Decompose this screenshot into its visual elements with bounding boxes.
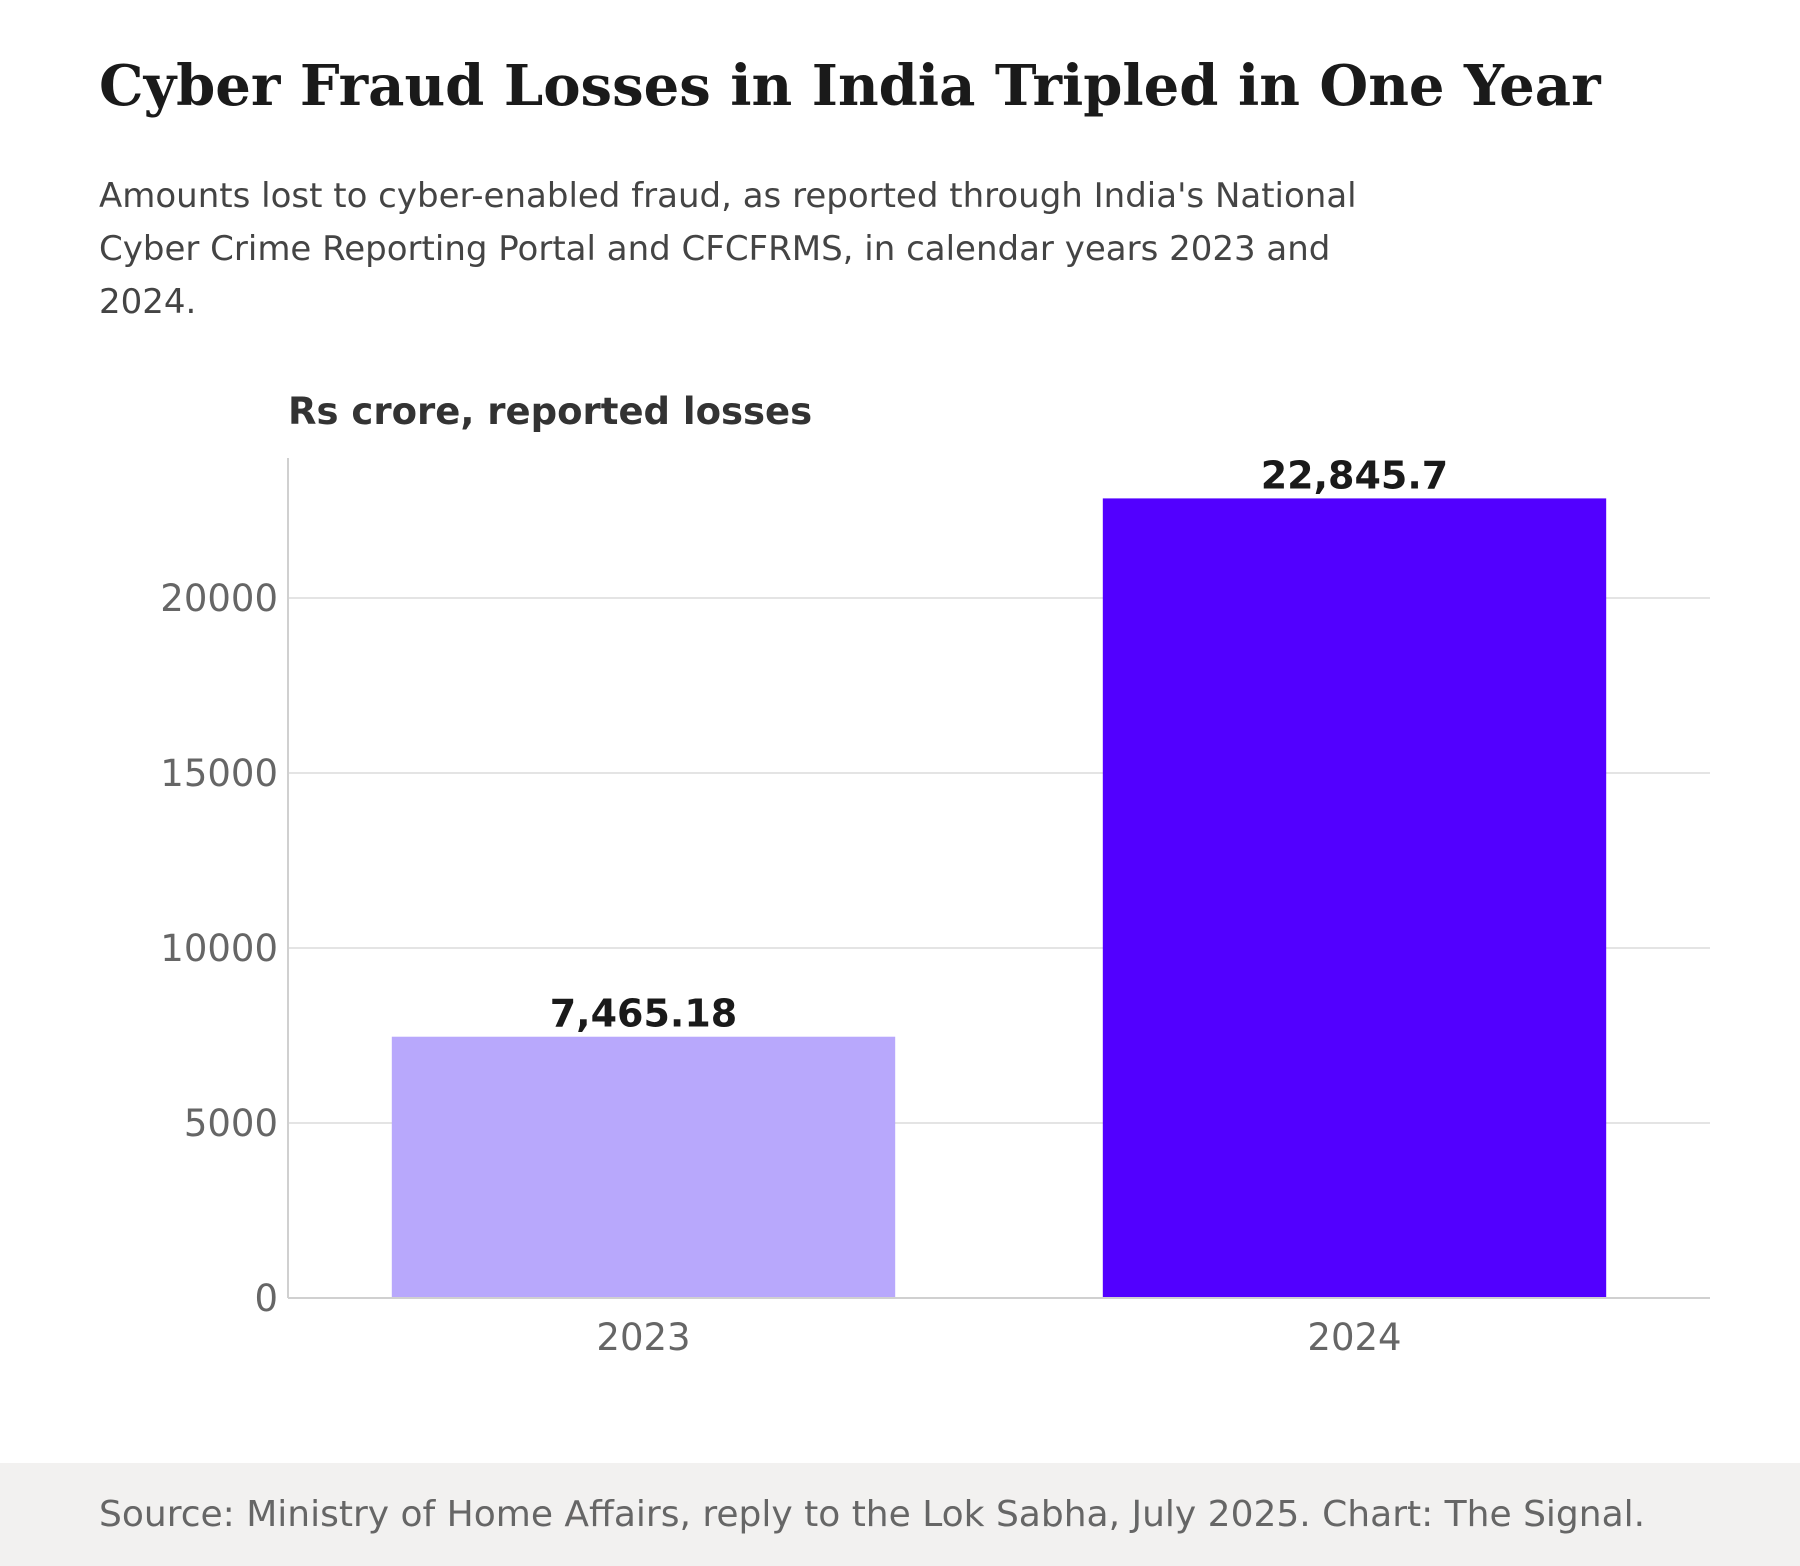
chart-title: Cyber Fraud Losses in India Tripled in O… <box>99 53 1601 119</box>
bar-2024 <box>1102 498 1607 1298</box>
data-label-2024: 22,845.7 <box>1261 453 1449 497</box>
chart-subtitle: Amounts lost to cyber-enabled fraud, as … <box>99 176 1357 322</box>
y-tick-label: 20000 <box>160 577 278 620</box>
bar-2023 <box>391 1036 896 1298</box>
footer: Source: Ministry of Home Affairs, reply … <box>0 1463 1800 1566</box>
axes: 0 5000 10000 15000 20000 2023 2024 <box>160 458 1710 1359</box>
data-labels: 7,465.18 22,845.7 <box>550 453 1449 1035</box>
data-label-2023: 7,465.18 <box>550 992 738 1036</box>
y-axis-label: Rs crore, reported losses <box>288 390 812 433</box>
y-tick-label: 5000 <box>184 1102 278 1145</box>
x-tick-label-2024: 2024 <box>1307 1316 1401 1359</box>
y-tick-label: 10000 <box>160 927 278 970</box>
bars <box>391 498 1607 1298</box>
source-note: Source: Ministry of Home Affairs, reply … <box>99 1494 1646 1535</box>
x-tick-label-2023: 2023 <box>596 1316 690 1359</box>
y-tick-label: 0 <box>254 1277 278 1320</box>
y-tick-label: 15000 <box>160 752 278 795</box>
bar-chart: Rs crore, reported losses 0 5000 10000 1500… <box>160 390 1710 1359</box>
